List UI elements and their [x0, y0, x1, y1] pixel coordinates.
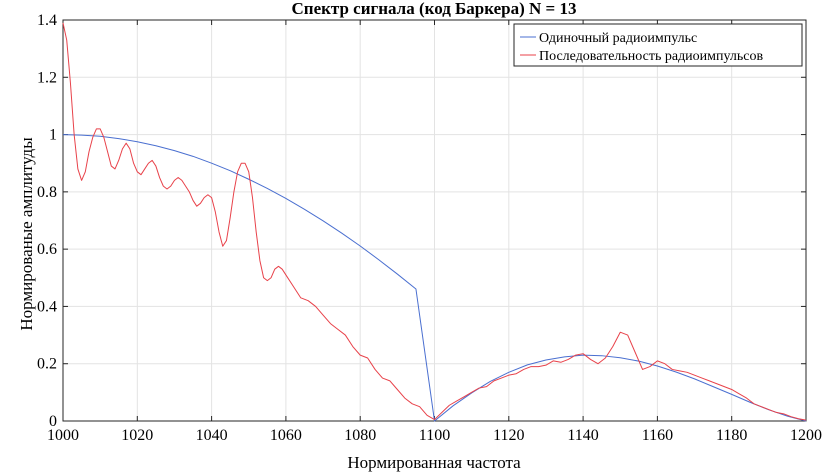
y-tick-label: 0.4 [37, 298, 57, 315]
x-tick-label: 1020 [121, 427, 153, 444]
x-tick-label: 1180 [716, 427, 747, 444]
legend: Одиночный радиоимпульс Последовательность… [513, 23, 803, 67]
legend-label: Последовательность радиоимпульсов [539, 49, 763, 64]
grid [62, 19, 807, 422]
series-line-single-pulse [62, 134, 807, 422]
series-line-pulse-sequence [62, 22, 807, 421]
y-tick-label: 1.2 [37, 69, 57, 86]
x-tick-label: 1120 [493, 427, 524, 444]
y-tick-label: 0.2 [37, 356, 57, 373]
y-tick-label: 1 [49, 127, 57, 144]
series-layer [62, 22, 807, 422]
x-tick-label: 1060 [270, 427, 302, 444]
y-tick-label: 0 [49, 413, 57, 430]
x-tick-label: 1040 [196, 427, 228, 444]
y-axis-label: Нормированые амплитуды [17, 137, 36, 331]
y-tick-label: 0.8 [37, 184, 57, 201]
chart-title: Спектр сигнала (код Баркера) N = 13 [292, 0, 577, 18]
x-axis-label: Нормированная частота [347, 453, 521, 472]
x-tick-label: 1100 [419, 427, 450, 444]
x-tick-label: 1160 [642, 427, 673, 444]
legend-label: Одиночный радиоимпульс [539, 31, 697, 46]
axes: 1000 1020 1040 1060 1080 1100 1120 1140 1160 1180… [37, 12, 822, 444]
x-tick-label: 1000 [47, 427, 79, 444]
y-tick-label: 0.6 [37, 241, 57, 258]
x-tick-label: 1080 [344, 427, 376, 444]
x-tick-label: 1140 [567, 427, 598, 444]
x-tick-label: 1200 [790, 427, 822, 444]
y-tick-label: 1.4 [37, 12, 57, 29]
legend-box [513, 23, 803, 67]
